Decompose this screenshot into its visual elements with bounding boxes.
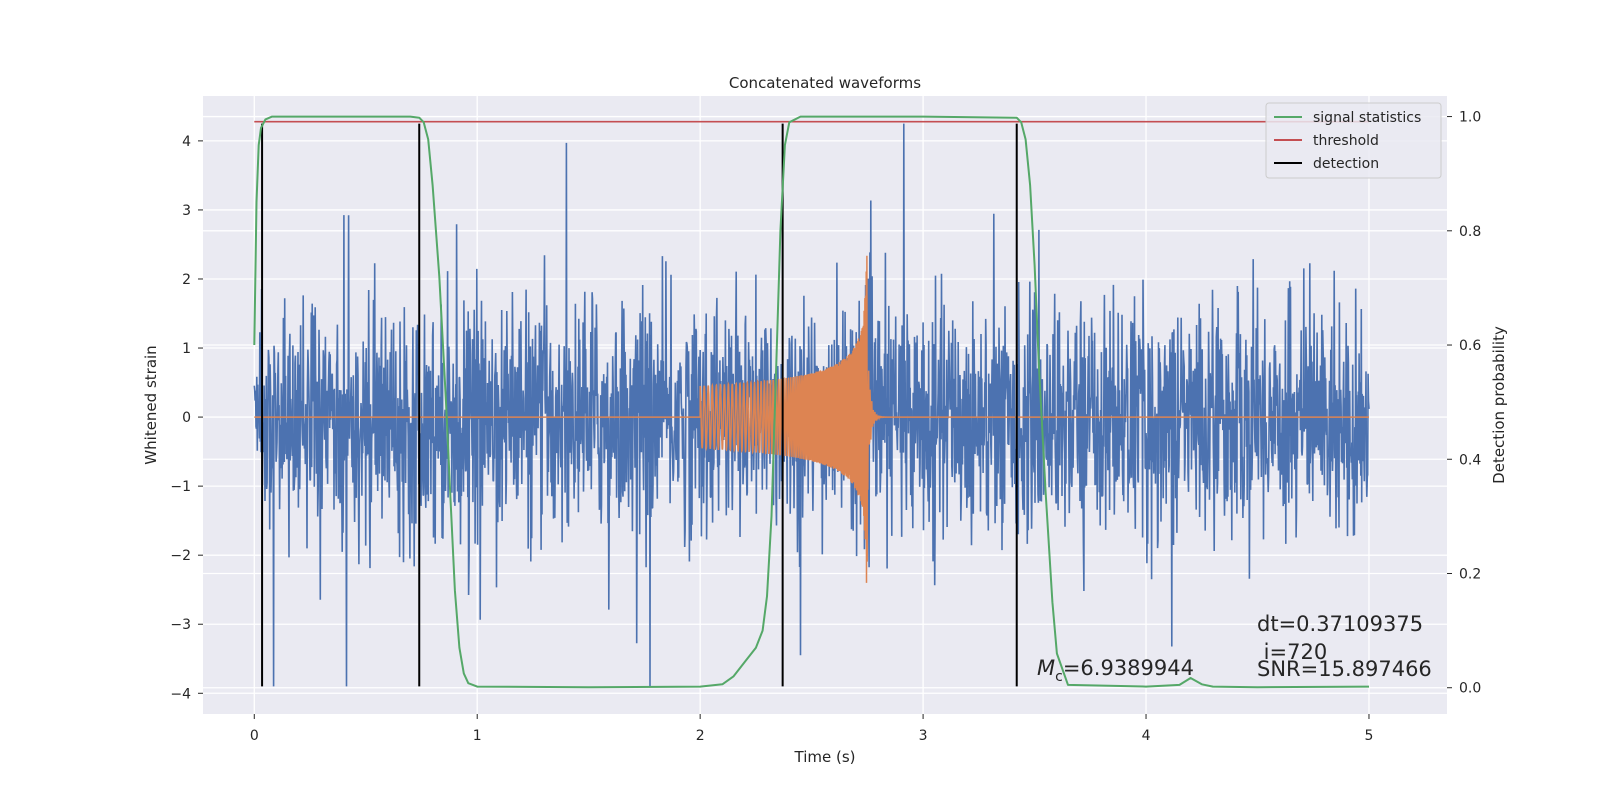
x-tick-label: 2 [696,728,705,744]
y2-tick-label: 0.4 [1459,452,1481,468]
signal-statistics-line [253,115,1370,689]
chart-title: Concatenated waveforms [729,74,921,92]
y-tick-label: −4 [170,686,191,702]
y-tick-label: −3 [170,617,191,633]
x-tick-label: 4 [1142,728,1151,744]
y2-tick-label: 0.0 [1459,681,1481,697]
chart-marks [253,115,1370,689]
y-axis-label: Whitened strain [142,345,160,464]
x-tick-label: 0 [250,728,259,744]
y-tick-label: 3 [182,203,191,219]
x-axis-label: Time (s) [794,748,856,766]
y2-tick-label: 0.6 [1459,338,1481,354]
legend-label-signal-statistics: signal statistics [1313,110,1421,126]
strain-series-line [253,123,1370,687]
injection-series-line [254,255,1369,583]
y-axis-ticks: −4 −3 −2 −1 0 1 2 3 4 [170,134,203,702]
dt-annotation: dt=0.37109375 [1257,612,1423,636]
x-axis-ticks: 0 1 2 3 4 5 [250,714,1374,744]
legend-label-threshold: threshold [1313,133,1379,149]
y-tick-label: 4 [182,134,191,150]
y2-tick-label: 0.2 [1459,566,1481,582]
y-tick-label: 0 [182,410,191,426]
mc-symbol: M [1037,656,1055,680]
legend: signal statistics threshold detection [1265,102,1442,179]
snr-annotation: SNR=15.897466 [1257,657,1432,681]
x-tick-label: 3 [919,728,928,744]
y2-tick-label: 1.0 [1459,110,1481,126]
y2-tick-label: 0.8 [1459,224,1481,240]
y-tick-label: −1 [170,479,191,495]
mc-value: =6.9389944 [1063,656,1194,680]
legend-label-detection: detection [1313,156,1379,172]
x-tick-label: 5 [1365,728,1374,744]
y-tick-label: 1 [182,341,191,357]
mc-subscript: c [1055,669,1063,685]
y-tick-label: −2 [170,548,191,564]
i-annotation: i=720 [1257,640,1327,664]
legend-box [1265,102,1442,179]
y2-axis-ticks: 0.0 0.2 0.4 0.6 0.8 1.0 [1447,110,1481,697]
y2-axis-label: Detection probability [1490,326,1508,484]
annotations: Mc=6.9389944 dt=0.37109375 i=720 SNR=15.… [1037,612,1432,685]
mc-annotation: Mc=6.9389944 [1037,656,1194,685]
x-tick-label: 1 [473,728,482,744]
y-tick-label: 2 [182,272,191,288]
